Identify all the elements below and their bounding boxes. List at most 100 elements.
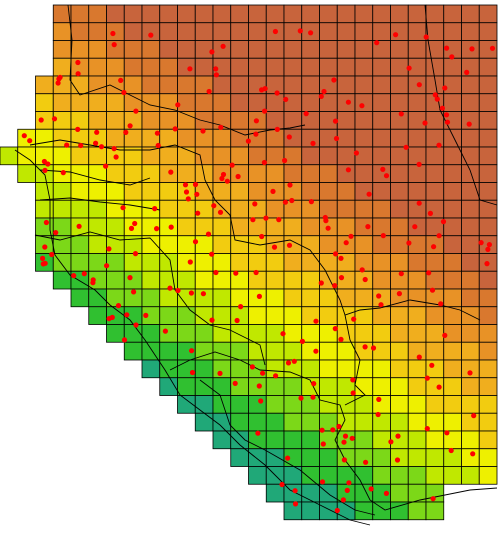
site-marker xyxy=(260,370,266,376)
grid-cell xyxy=(372,93,391,112)
site-marker xyxy=(448,447,454,454)
grid-cell xyxy=(461,412,480,432)
site-marker xyxy=(470,451,476,457)
site-marker xyxy=(213,269,219,276)
grid-cell xyxy=(478,270,498,290)
grid-cell xyxy=(372,412,391,432)
site-marker xyxy=(370,345,377,351)
grid-cell xyxy=(443,93,462,112)
site-marker xyxy=(154,226,160,232)
grid-cell xyxy=(248,412,267,432)
grid-cell xyxy=(301,412,320,432)
grid-cell xyxy=(443,377,462,396)
grid-cell xyxy=(283,128,303,148)
grid-cell xyxy=(407,182,427,201)
site-marker xyxy=(442,332,448,338)
grid-cell xyxy=(336,128,356,148)
site-marker xyxy=(148,32,154,38)
grid-cell xyxy=(372,199,391,219)
site-marker xyxy=(406,240,412,246)
grid-cell xyxy=(159,199,178,219)
site-marker xyxy=(274,90,280,96)
grid-cell xyxy=(265,93,285,112)
grid-cell xyxy=(265,253,285,272)
grid-cell xyxy=(336,40,356,59)
grid-cell xyxy=(443,253,462,272)
border xyxy=(67,4,306,136)
grid-cell xyxy=(70,253,90,272)
site-marker xyxy=(341,439,347,445)
grid-cell xyxy=(478,448,498,467)
grid-cell xyxy=(461,57,480,77)
grid-cell xyxy=(230,448,249,467)
site-marker xyxy=(332,283,338,289)
grid-cell xyxy=(336,359,356,379)
grid-cell xyxy=(478,93,498,112)
grid-cell xyxy=(478,324,498,343)
site-marker xyxy=(434,96,440,102)
grid-cell xyxy=(461,377,480,396)
grid-cell xyxy=(461,75,480,95)
grid-cell xyxy=(336,164,356,183)
grid-cell xyxy=(443,395,462,414)
grid-cell xyxy=(230,430,249,450)
grid-cell xyxy=(212,341,232,361)
grid-cell xyxy=(123,111,143,130)
grid-cell xyxy=(123,22,143,41)
grid-cell xyxy=(141,182,161,201)
grid-cell xyxy=(336,111,356,130)
site-marker xyxy=(120,205,126,211)
site-marker xyxy=(376,293,382,299)
grid-cell xyxy=(283,430,303,450)
grid-cell xyxy=(265,306,285,325)
grid-cell xyxy=(106,22,125,41)
grid-cell xyxy=(478,22,498,41)
grid-cell xyxy=(265,146,285,166)
grid-cell xyxy=(319,146,338,166)
grid-cell xyxy=(141,270,161,290)
site-marker xyxy=(287,182,293,188)
grid-cell xyxy=(106,324,125,343)
grid-cell xyxy=(372,359,391,379)
site-marker xyxy=(131,289,137,295)
site-marker xyxy=(256,383,262,389)
grid-cell xyxy=(390,93,409,112)
site-marker xyxy=(259,233,265,240)
site-marker xyxy=(332,326,338,332)
site-marker xyxy=(292,488,298,494)
grid-cell xyxy=(461,146,480,166)
grid-cell xyxy=(390,430,409,450)
grid-cell xyxy=(106,164,125,183)
site-marker xyxy=(478,240,484,246)
grid-cell xyxy=(319,182,338,201)
site-marker xyxy=(398,111,404,117)
site-marker xyxy=(182,182,189,188)
grid-cell xyxy=(425,430,445,450)
grid-cell xyxy=(443,128,462,148)
grid-cell xyxy=(301,359,320,379)
grid-cell xyxy=(88,306,107,325)
grid-cell xyxy=(177,235,196,254)
grid-cell xyxy=(17,164,36,183)
grid-cell xyxy=(194,40,214,59)
grid-cell xyxy=(159,22,178,41)
grid-cell xyxy=(390,235,409,254)
grid-cell xyxy=(159,253,178,272)
grid-cell xyxy=(478,217,498,237)
site-marker xyxy=(342,433,349,439)
grid-cell xyxy=(319,235,338,254)
grid-cell xyxy=(212,288,232,308)
site-marker xyxy=(469,46,475,52)
site-marker xyxy=(289,197,295,204)
grid-cell xyxy=(319,341,338,361)
site-marker xyxy=(217,370,223,376)
site-marker xyxy=(258,398,264,404)
site-marker xyxy=(406,65,412,71)
grid-cell xyxy=(123,199,143,219)
site-marker xyxy=(127,275,133,281)
grid-cell xyxy=(123,182,143,201)
site-marker xyxy=(162,328,168,334)
grid-cell xyxy=(194,4,214,24)
site-marker xyxy=(351,316,357,322)
grid-cell xyxy=(407,306,427,325)
